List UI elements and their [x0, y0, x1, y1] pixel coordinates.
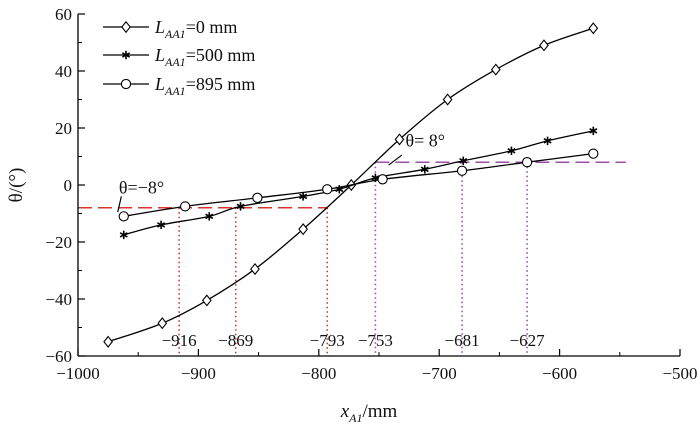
x-tick-label-0: −1000	[56, 364, 100, 383]
legend-symbol: L	[154, 74, 165, 94]
series-1-point-7	[420, 165, 429, 174]
series-0-point-4	[298, 223, 309, 236]
series-1-point-0	[119, 230, 128, 240]
x-tick-label-2: −800	[301, 364, 336, 383]
x-tick-label-1: −900	[181, 364, 216, 383]
series-1-point-9	[507, 146, 516, 155]
annotation-0: θ=−8°	[119, 178, 164, 198]
y-tick-label-1: −40	[45, 290, 72, 309]
series-2-point-5	[456, 165, 468, 176]
drop-line-label-0: −916	[162, 331, 197, 350]
series-1-point-3	[236, 202, 245, 211]
legend-label-1: LAA1=500 mm	[154, 45, 255, 69]
series-2-point-4	[377, 174, 388, 185]
legend-series-name: =0 mm	[186, 17, 238, 37]
series-2-point-2	[252, 192, 263, 203]
series-1-point-8	[459, 156, 468, 165]
legend-marker-2	[120, 78, 132, 90]
legend-series-name: =895 mm	[186, 74, 256, 94]
series-1-point-2	[205, 212, 214, 221]
annotation-1-leader	[388, 154, 403, 166]
series-0-point-6	[394, 133, 405, 146]
legend-subscript: AA1	[164, 55, 186, 69]
series-0-point-8	[490, 63, 501, 76]
series-0-point-7	[442, 93, 453, 106]
legend-marker-1	[121, 50, 131, 60]
y-tick-label-0: −60	[45, 347, 72, 366]
annotation-0-leader	[117, 196, 122, 213]
series-0-point-10	[588, 22, 599, 35]
y-tick-label-4: 20	[55, 119, 72, 138]
x-axis-title-symbol: x	[340, 401, 350, 422]
drop-line-label-1: −869	[218, 331, 253, 350]
series-2-point-1	[180, 201, 191, 212]
drop-line-label-3: −753	[358, 331, 393, 350]
drop-line-label-2: −793	[310, 331, 345, 350]
y-tick-label-2: −20	[45, 233, 72, 252]
series-1-point-10	[543, 136, 552, 146]
x-axis-title: xA1/mm	[340, 401, 398, 425]
series-0-point-1	[157, 317, 168, 330]
annotation-1: θ= 8°	[405, 131, 444, 151]
series-0-point-2	[201, 294, 212, 307]
series-1-point-11	[589, 126, 598, 136]
legend-symbol: L	[154, 17, 165, 37]
legend-label-0: LAA1=0 mm	[154, 17, 237, 41]
series-0-point-0	[103, 335, 113, 348]
drop-line-label-5: −627	[510, 331, 546, 350]
x-tick-label-4: −600	[542, 364, 577, 383]
legend-label-2: LAA1=895 mm	[154, 74, 255, 98]
plot-area: −916 −869 −793 −753 −681 −627 θ=−8° θ= 8°	[78, 22, 626, 356]
series-1-point-1	[157, 220, 166, 230]
x-axis-title-unit: /mm	[362, 401, 397, 422]
y-axis-title: θ/(°)	[6, 168, 27, 203]
series-2-point-3	[322, 184, 333, 195]
series-2-point-7	[588, 148, 599, 159]
series-2-point-0	[118, 211, 129, 222]
legend-marker-0	[121, 20, 131, 34]
legend-subscript: AA1	[164, 27, 186, 41]
legend-subscript: AA1	[164, 84, 186, 98]
x-axis-title-subscript: A1	[348, 411, 362, 425]
x-tick-label-5: −500	[662, 364, 697, 383]
series-2-point-6	[521, 157, 533, 168]
series-0-point-9	[539, 39, 549, 52]
series-1-point-4	[299, 192, 308, 201]
y-tick-label-6: 60	[55, 5, 72, 24]
legend-symbol: L	[154, 45, 165, 65]
drop-line-label-4: −681	[445, 331, 480, 350]
y-tick-label-5: 40	[55, 62, 72, 81]
x-tick-label-3: −700	[422, 364, 457, 383]
series-0-point-3	[250, 262, 260, 276]
axes: −1000 −900 −800 −700 −600 −500 −60 −40 −20 0 20 40 6…	[6, 5, 698, 425]
legend-series-name: =500 mm	[186, 45, 256, 65]
y-tick-label-3: 0	[64, 176, 73, 195]
